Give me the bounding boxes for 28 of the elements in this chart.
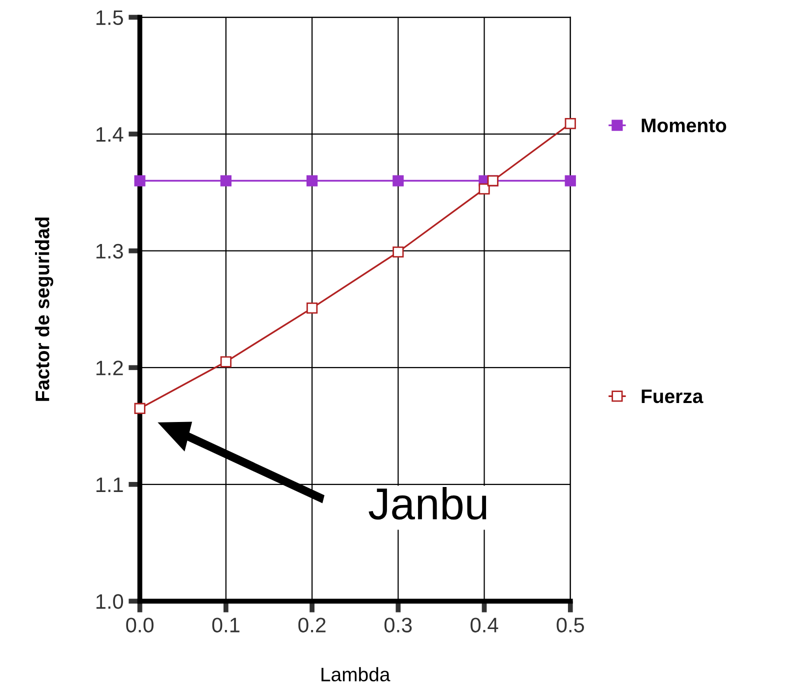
- y-tick-label: 1.1: [96, 478, 123, 492]
- annotation: Janbu: [368, 487, 486, 520]
- y-tick-label: 1.4: [96, 127, 124, 142]
- y-axis-title: Factor de seguridad: [35, 218, 54, 401]
- point: [134, 402, 146, 414]
- point: [478, 183, 490, 194]
- x-tick-label: 0.3: [384, 618, 412, 632]
- x-tick-label: 0.5: [556, 618, 584, 632]
- legend-label: Momento: [642, 118, 726, 132]
- y-tick-label: 1.2: [96, 360, 123, 376]
- x-axis-title: Lambda: [322, 667, 390, 682]
- point: [220, 175, 232, 186]
- x-tick-label: 0.1: [212, 618, 240, 632]
- y-tick-label: 1.0: [96, 594, 124, 609]
- point: [134, 175, 146, 186]
- point: [392, 175, 404, 186]
- point: [564, 175, 576, 186]
- x-tick-label: 0.4: [470, 618, 498, 632]
- x-tick-label: 0.0: [126, 618, 154, 632]
- y-tick-label: 1.5: [96, 10, 123, 26]
- point: [220, 356, 232, 368]
- point: [564, 118, 576, 130]
- legend-label: Fuerza: [642, 390, 704, 404]
- point: [306, 302, 318, 314]
- point: [392, 246, 404, 258]
- x-tick-label: 0.2: [298, 618, 326, 632]
- y-tick-label: 1.3: [96, 244, 123, 259]
- point: [306, 175, 318, 186]
